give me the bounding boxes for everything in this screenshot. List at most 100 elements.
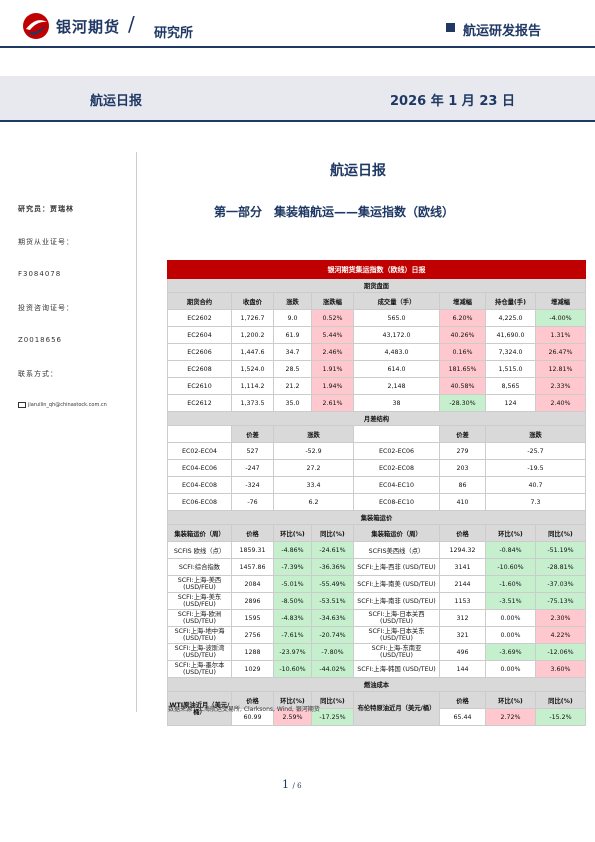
table-cell: -23.97% [273, 643, 312, 661]
table-cell: SCFI:上海-欧洲 (USD/TEU) [167, 609, 232, 627]
table-cell: 2756 [231, 626, 274, 644]
table-cell: -52.9 [273, 442, 354, 460]
table-cell: EC2608 [167, 360, 232, 378]
title-band [0, 76, 595, 120]
page-header: 银河期货 / 研究所 航运研发报告 [0, 0, 595, 46]
table-cell: 40.26% [439, 326, 486, 344]
qualification-number: F3084078 [18, 270, 62, 278]
freight-section-header: 集装箱运价 [167, 510, 586, 525]
table-row: EC2610 1,114.2 21.2 1.94% 2,148 40.58% 8… [167, 377, 586, 395]
table-cell: -20.74% [311, 626, 354, 644]
table-cell: -76 [231, 493, 274, 511]
envelope-icon [18, 402, 26, 408]
table-cell: 38 [353, 394, 440, 412]
table-cell: SCFI:上海-波斯湾 (USD/TEU) [167, 643, 232, 661]
table-cell: 0.00% [485, 660, 536, 678]
table-cell: 6.2 [273, 493, 354, 511]
table-cell: 203 [439, 459, 486, 477]
table-cell: SCFI:上海-日本关东 (USD/TEU) [353, 626, 440, 644]
table-cell: -37.03% [535, 575, 586, 593]
table-cell: 1.31% [535, 326, 586, 344]
table-cell: SCFI:上海-南非 (USD/TEU) [353, 592, 440, 610]
column-header: WTI原油近月（美元/桶） [167, 691, 232, 726]
data-source-note: 数据来源 上海航运交易所, Clarksons, Wind, 银河期货 [168, 706, 320, 713]
table-row: SCFIS 欧线（点） 1859.31 -4.86% -24.61% SCFIS… [167, 541, 586, 559]
table-cell: 565.0 [353, 309, 440, 327]
table-cell: 3141 [439, 558, 486, 576]
table-cell: 410 [439, 493, 486, 511]
shipping-index-table: 银河期货集运指数（欧线）日报 期货盘面 期货合约 收盘价 涨跌 涨跌幅 成交量（… [167, 260, 586, 726]
table-cell: SCFI:上海-日本关西 (USD/TEU) [353, 609, 440, 627]
band-rule [0, 120, 595, 122]
column-header: 增减幅 [535, 292, 586, 310]
table-title: 银河期货集运指数（欧线）日报 [167, 260, 586, 279]
column-header: 布伦特原油近月（美元/桶） [353, 691, 440, 726]
table-row: EC2604 1,200.2 61.9 5.44% 43,172.0 40.26… [167, 326, 586, 344]
table-cell: 2144 [439, 575, 486, 593]
table-cell: SCFI:上海-西非 (USD/TEU) [353, 558, 440, 576]
table-cell: 8,565 [485, 377, 536, 395]
table-row: EC06-EC08 -76 6.2 EC08-EC10 410 7.3 [167, 493, 586, 511]
spread-header-row: 价差 涨跌 价差 涨跌 [167, 425, 586, 443]
main-title: 航运日报 [330, 163, 386, 179]
table-cell: SCFI:上海-东南亚 (USD/TEU) [353, 643, 440, 661]
table-cell: SCFI:上海-墨尔本 (USD/TEU) [167, 660, 232, 678]
table-cell: -25.7 [485, 442, 586, 460]
table-cell: 1,515.0 [485, 360, 536, 378]
table-cell: SCFIS 欧线（点） [167, 541, 232, 559]
table-cell: 7.3 [485, 493, 586, 511]
table-row: SCFI:上海-美西 (USD/FEU) 2084 -5.01% -55.49%… [167, 575, 586, 593]
table-row: SCFI:上海-波斯湾 (USD/TEU) 1288 -23.97% -7.80… [167, 643, 586, 661]
table-cell: 614.0 [353, 360, 440, 378]
table-cell: 1,524.0 [231, 360, 274, 378]
table-cell: 1457.86 [231, 558, 274, 576]
table-cell: 27.2 [273, 459, 354, 477]
table-cell: 124 [485, 394, 536, 412]
table-cell: 1,726.7 [231, 309, 274, 327]
table-cell: 1,373.5 [231, 394, 274, 412]
fuel-section-header: 燃油成本 [167, 677, 586, 692]
table-cell: 6.20% [439, 309, 486, 327]
table-cell: SCFI:上海-韩国 (USD/TEU) [353, 660, 440, 678]
table-cell: 5.44% [311, 326, 354, 344]
table-cell: -1.60% [485, 575, 536, 593]
table-cell: -53.51% [311, 592, 354, 610]
table-cell: 1,114.2 [231, 377, 274, 395]
table-cell: -3.69% [485, 643, 536, 661]
report-type: 航运研发报告 [463, 24, 542, 39]
table-cell: -7.61% [273, 626, 312, 644]
institute-name: 研究所 [154, 26, 194, 41]
table-cell: EC2604 [167, 326, 232, 344]
table-cell: 2.61% [311, 394, 354, 412]
table-cell: -8.50% [273, 592, 312, 610]
table-cell: -51.19% [535, 541, 586, 559]
table-row: EC2612 1,373.5 35.0 2.61% 38 -28.30% 124… [167, 394, 586, 412]
table-cell: -4.86% [273, 541, 312, 559]
column-header: 价差 [231, 425, 274, 443]
contact-email[interactable]: jiaruilin_qh@chinastock.com.cn [28, 402, 107, 408]
table-cell: 1288 [231, 643, 274, 661]
column-header: 价格 [439, 524, 486, 542]
table-cell: SCFI:上海-美西 (USD/FEU) [167, 575, 232, 593]
sidebar-divider [136, 152, 137, 712]
table-cell: -5.01% [273, 575, 312, 593]
table-cell: 2.30% [535, 609, 586, 627]
table-cell: -3.51% [485, 592, 536, 610]
table-cell: -55.49% [311, 575, 354, 593]
table-cell: SCFI:上海-南美 (USD/TEU) [353, 575, 440, 593]
table-cell: 2.72% [485, 708, 536, 726]
table-cell: 40.7 [485, 476, 586, 494]
table-row: SCFI:上海-美东 (USD/FEU) 2896 -8.50% -53.51%… [167, 592, 586, 610]
contact-label: 联系方式： [18, 370, 58, 378]
column-header: 同比(%) [311, 691, 354, 709]
table-cell: -24.61% [311, 541, 354, 559]
table-cell: -7.39% [273, 558, 312, 576]
table-cell: 1859.31 [231, 541, 274, 559]
table-cell: 1595 [231, 609, 274, 627]
table-cell: SCFI:上海-地中海 (USD/TEU) [167, 626, 232, 644]
table-cell: 3.60% [535, 660, 586, 678]
table-cell: EC04-EC06 [167, 459, 232, 477]
table-cell: -4.83% [273, 609, 312, 627]
column-header: 同比(%) [311, 524, 354, 542]
contact-email-row[interactable]: jiaruilin_qh@chinastock.com.cn [18, 402, 133, 408]
